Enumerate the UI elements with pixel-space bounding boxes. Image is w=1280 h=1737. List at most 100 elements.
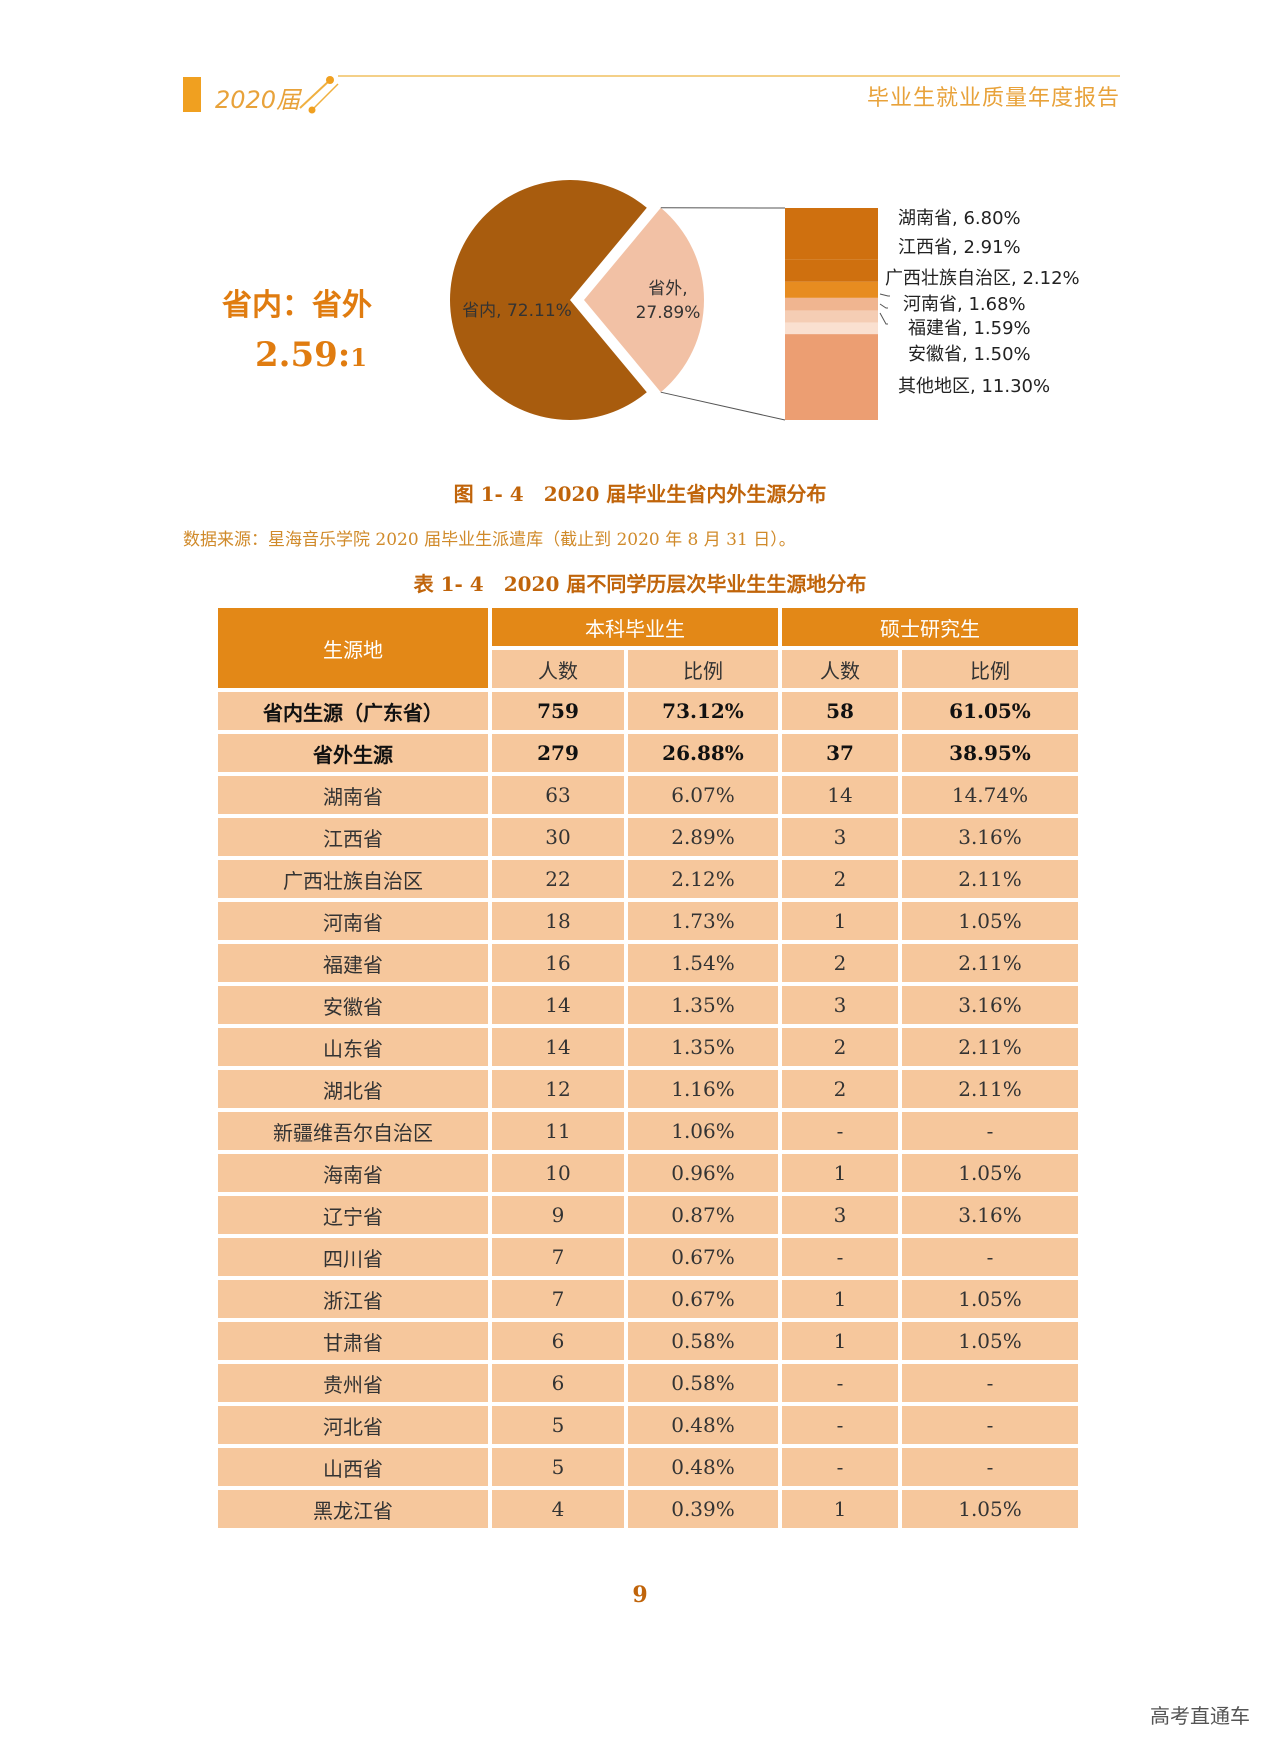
cell-m-count: - (782, 1364, 898, 1402)
cell-m-ratio: 61.05% (902, 692, 1078, 730)
cell-u-count: 18 (492, 902, 624, 940)
cell-region: 辽宁省 (218, 1196, 488, 1234)
cell-u-ratio: 0.96% (628, 1154, 778, 1192)
slice-label-external-value: 27.89% (636, 303, 701, 323)
cell-region: 浙江省 (218, 1280, 488, 1318)
cell-m-ratio: - (902, 1406, 1078, 1444)
cell-u-count: 22 (492, 860, 624, 898)
table-row: 海南省 10 0.96% 1 1.05% (218, 1154, 1078, 1192)
col-header-region: 生源地 (218, 608, 488, 688)
cell-u-ratio: 0.39% (628, 1490, 778, 1528)
cell-u-count: 7 (492, 1280, 624, 1318)
cell-region: 贵州省 (218, 1364, 488, 1402)
cell-m-count: 2 (782, 944, 898, 982)
cell-u-ratio: 1.73% (628, 902, 778, 940)
cell-u-count: 6 (492, 1364, 624, 1402)
cell-region: 广西壮族自治区 (218, 860, 488, 898)
cell-m-count: - (782, 1406, 898, 1444)
header-title: 毕业生就业质量年度报告 (866, 86, 1120, 111)
cell-region: 新疆维吾尔自治区 (218, 1112, 488, 1150)
header-year: 2020届 (215, 86, 301, 114)
table-row: 省内生源（广东省） 759 73.12% 58 61.05% (218, 692, 1078, 730)
legend-item: 安徽省, 1.50% (908, 344, 1031, 365)
cell-u-ratio: 1.35% (628, 986, 778, 1024)
cell-m-count: - (782, 1112, 898, 1150)
table-row: 四川省 7 0.67% - - (218, 1238, 1078, 1276)
cell-region: 省内生源（广东省） (218, 692, 488, 730)
cell-u-count: 30 (492, 818, 624, 856)
cell-m-count: 1 (782, 1154, 898, 1192)
cell-u-count: 5 (492, 1448, 624, 1486)
cell-region: 湖北省 (218, 1070, 488, 1108)
cell-m-count: 1 (782, 1322, 898, 1360)
cell-m-ratio: 1.05% (902, 1154, 1078, 1192)
cell-u-ratio: 26.88% (628, 734, 778, 772)
cell-region: 山东省 (218, 1028, 488, 1066)
col-header-master: 硕士研究生 (782, 608, 1078, 646)
cell-region: 江西省 (218, 818, 488, 856)
cell-region: 福建省 (218, 944, 488, 982)
legend-item: 河南省, 1.68% (903, 294, 1026, 315)
cell-u-ratio: 1.06% (628, 1112, 778, 1150)
table-row: 新疆维吾尔自治区 11 1.06% - - (218, 1112, 1078, 1150)
cell-m-ratio: 2.11% (902, 944, 1078, 982)
table-row: 甘肃省 6 0.58% 1 1.05% (218, 1322, 1078, 1360)
cell-m-count: 2 (782, 1028, 898, 1066)
cell-m-count: 1 (782, 902, 898, 940)
table-caption: 表 1- 4 2020 届不同学历层次毕业生生源地分布 (413, 572, 867, 596)
table-body: 省内生源（广东省） 759 73.12% 58 61.05% 省外生源 279 26.88% 3… (218, 692, 1078, 1528)
cell-u-count: 63 (492, 776, 624, 814)
cell-m-count: 2 (782, 1070, 898, 1108)
breakdown-segment (785, 334, 878, 420)
cell-m-ratio: 2.11% (902, 860, 1078, 898)
table-row: 辽宁省 9 0.87% 3 3.16% (218, 1196, 1078, 1234)
table-row: 河南省 18 1.73% 1 1.05% (218, 902, 1078, 940)
cell-m-count: 3 (782, 1196, 898, 1234)
cell-u-ratio: 2.12% (628, 860, 778, 898)
pie-chart: 省内, 72.11% 省外, 27.89% (450, 180, 890, 421)
cell-m-count: 58 (782, 692, 898, 730)
table-row: 安徽省 14 1.35% 3 3.16% (218, 986, 1078, 1024)
table-row: 山东省 14 1.35% 2 2.11% (218, 1028, 1078, 1066)
cell-m-ratio: 2.11% (902, 1028, 1078, 1066)
table-row: 山西省 5 0.48% - - (218, 1448, 1078, 1486)
cell-u-ratio: 1.54% (628, 944, 778, 982)
cell-region: 河南省 (218, 902, 488, 940)
cell-u-ratio: 1.35% (628, 1028, 778, 1066)
cell-m-count: 37 (782, 734, 898, 772)
origin-table: 生源地 本科毕业生 硕士研究生 人数 比例 人数 比例 省内生源（广东省） 759… (214, 604, 1082, 1532)
cell-region: 安徽省 (218, 986, 488, 1024)
cell-m-ratio: 38.95% (902, 734, 1078, 772)
ratio-unit: 1 (350, 343, 368, 372)
cell-u-count: 5 (492, 1406, 624, 1444)
cell-m-ratio: 3.16% (902, 818, 1078, 856)
cell-u-count: 16 (492, 944, 624, 982)
cell-m-count: 3 (782, 818, 898, 856)
breakdown-segment (785, 259, 878, 282)
cell-m-ratio: - (902, 1112, 1078, 1150)
cell-m-ratio: - (902, 1364, 1078, 1402)
leader-line (879, 312, 888, 325)
page-number: 9 (632, 1582, 648, 1608)
table-row: 湖北省 12 1.16% 2 2.11% (218, 1070, 1078, 1108)
cell-u-ratio: 73.12% (628, 692, 778, 730)
header-decoration (299, 75, 1120, 114)
cell-u-count: 10 (492, 1154, 624, 1192)
cell-u-ratio: 6.07% (628, 776, 778, 814)
cell-u-count: 12 (492, 1070, 624, 1108)
cell-m-count: 1 (782, 1490, 898, 1528)
cell-m-ratio: 1.05% (902, 1280, 1078, 1318)
col-header-count: 人数 (782, 650, 898, 688)
cell-u-ratio: 2.89% (628, 818, 778, 856)
header-accent-bar (183, 77, 201, 112)
legend-item: 其他地区, 11.30% (898, 376, 1051, 397)
leader-line (879, 293, 890, 297)
cell-u-count: 14 (492, 986, 624, 1024)
col-header-ratio: 比例 (628, 650, 778, 688)
cell-region: 山西省 (218, 1448, 488, 1486)
legend-item: 福建省, 1.59% (908, 318, 1031, 339)
pie-slice-internal (450, 180, 647, 420)
cell-region: 甘肃省 (218, 1322, 488, 1360)
cell-u-count: 759 (492, 692, 624, 730)
cell-region: 省外生源 (218, 734, 488, 772)
